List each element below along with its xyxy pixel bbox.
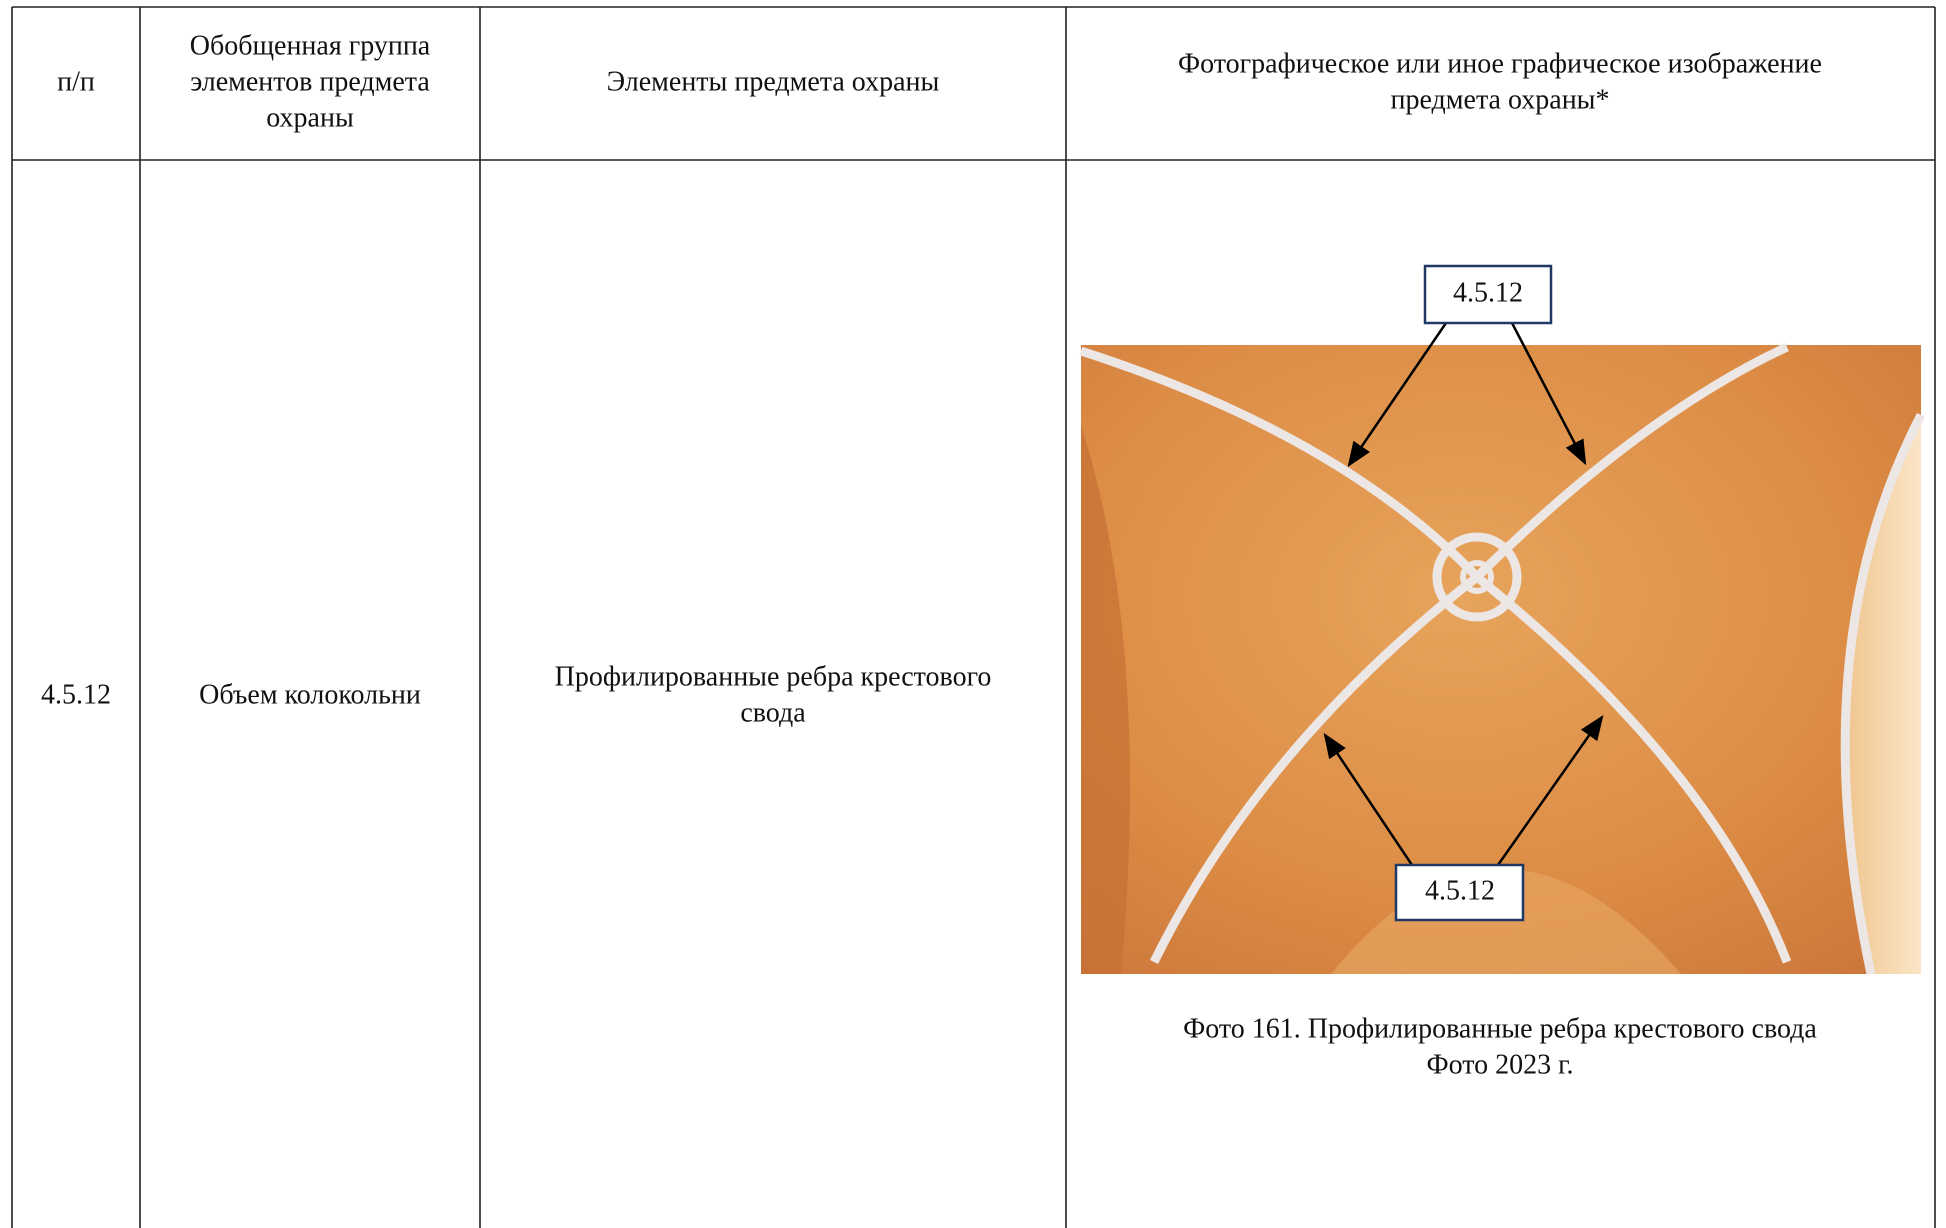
header-cell: п/п xyxy=(57,66,95,97)
table-grid xyxy=(11,6,1936,1228)
callout-label: 4.5.12 xyxy=(1453,277,1523,308)
label-box xyxy=(1394,863,1525,922)
body-cell: свода xyxy=(740,697,806,728)
header-cell: Обобщенная группа xyxy=(190,30,431,61)
body-cell: Объем колокольни xyxy=(199,679,421,710)
header-cell: предмета охраны* xyxy=(1391,84,1610,115)
callout-arrows xyxy=(1323,322,1604,866)
label-box xyxy=(1423,264,1553,325)
body-cell: 4.5.12 xyxy=(41,679,111,710)
callout-label: 4.5.12 xyxy=(1425,875,1495,906)
photo-caption: Фото 2023 г. xyxy=(1427,1049,1574,1080)
header-cell: Фотографическое или иное графическое изо… xyxy=(1178,48,1822,79)
header-cell: элементов предмета xyxy=(190,66,430,97)
header-cell: Элементы предмета охраны xyxy=(607,66,940,97)
photo-caption: Фото 161. Профилированные ребра крестово… xyxy=(1183,1013,1817,1044)
header-cell: охраны xyxy=(266,102,354,133)
body-cell: Профилированные ребра крестового xyxy=(555,661,992,692)
